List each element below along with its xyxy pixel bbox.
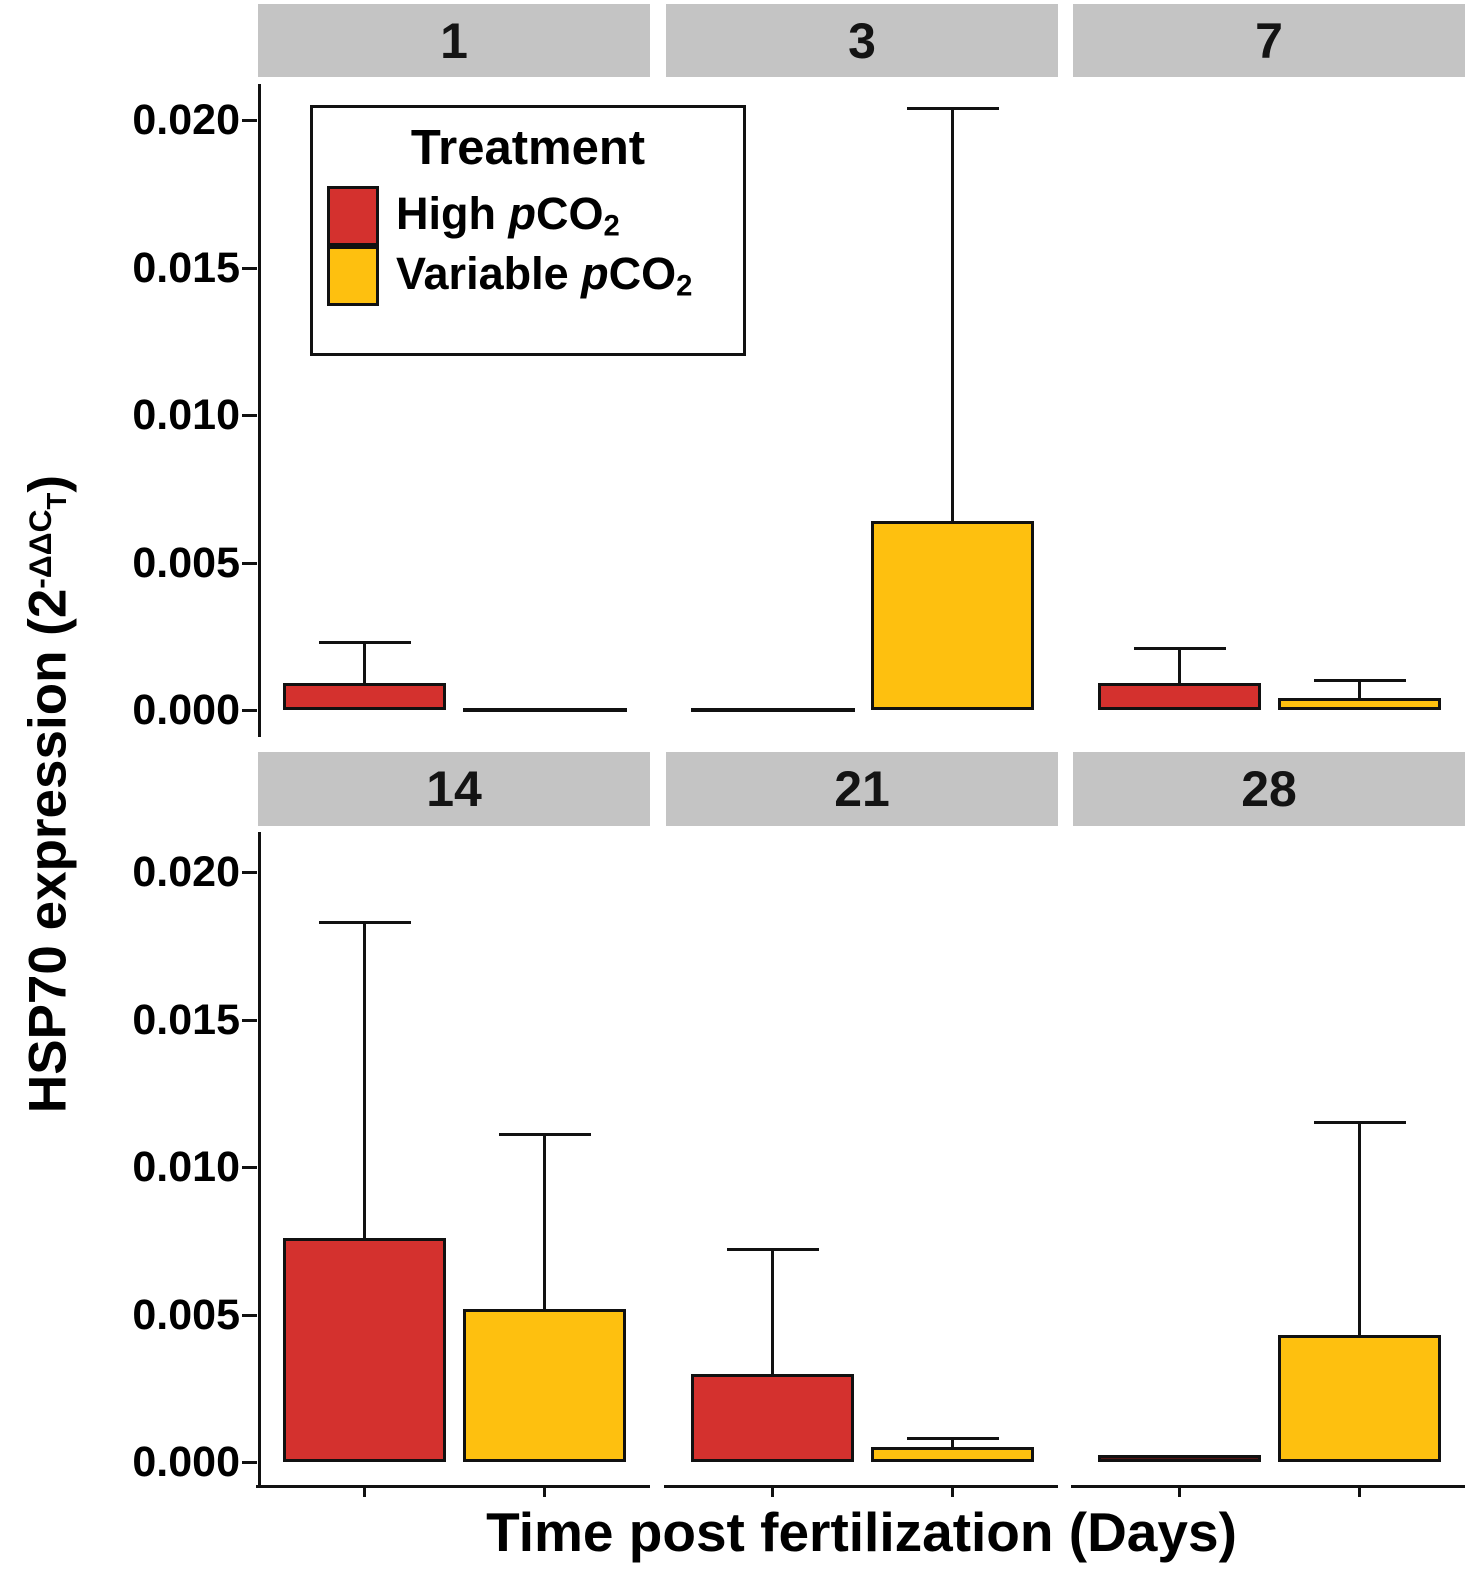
y-axis-tick	[242, 871, 257, 875]
bar-high-pco2	[691, 1373, 854, 1462]
error-bar-cap	[726, 1248, 819, 1252]
y-axis-tick-label: 0.010	[132, 391, 240, 440]
bar-variable-pco2	[463, 1308, 626, 1462]
x-axis-tick	[951, 1488, 954, 1497]
error-bar-cap	[498, 1133, 591, 1137]
error-bar-line	[1358, 680, 1361, 699]
error-bar-line	[363, 922, 366, 1238]
y-axis-tick-label: 0.015	[132, 243, 240, 292]
bar-high-pco2	[1098, 683, 1261, 710]
legend-swatch	[327, 186, 379, 246]
error-bar-line	[951, 108, 954, 522]
y-axis-tick-label: 0.000	[132, 1438, 240, 1486]
bar-variable-pco2-zero	[463, 708, 627, 712]
y-axis-tick	[242, 1313, 257, 1317]
facet-strip: 3	[666, 4, 1058, 77]
bar-high-pco2-zero	[691, 708, 855, 712]
facet-strip: 21	[666, 752, 1058, 826]
error-bar-cap	[1313, 679, 1406, 683]
bar-variable-pco2	[1278, 1335, 1441, 1462]
bar-high-pco2	[283, 683, 446, 710]
error-bar-line	[363, 642, 366, 684]
error-bar-cap	[1313, 1121, 1406, 1125]
facet-panel	[242, 832, 650, 1497]
x-axis-line	[664, 1485, 1058, 1488]
error-bar-line	[771, 1249, 774, 1374]
legend-swatch	[327, 246, 379, 306]
bar-high-pco2	[283, 1237, 446, 1462]
y-axis-line	[258, 84, 261, 737]
y-axis-tick	[242, 1461, 257, 1464]
y-axis-tick	[242, 119, 257, 123]
x-axis-tick	[363, 1488, 366, 1497]
facet-strip: 1	[258, 4, 650, 77]
legend-item: High pCO2	[313, 186, 743, 246]
x-axis-line	[256, 1485, 650, 1488]
facet-strip: 14	[258, 752, 650, 826]
facet-strip: 28	[1073, 752, 1465, 826]
y-axis-tick	[242, 266, 257, 270]
facet-strip-label: 28	[1241, 761, 1297, 817]
y-axis-tick-label: 0.005	[132, 1290, 240, 1339]
legend-items: High pCO2 Variable pCO2	[313, 186, 743, 306]
bar-variable-pco2	[871, 521, 1034, 710]
y-axis-tick	[242, 1018, 257, 1022]
y-axis-tick-label: 0.020	[132, 96, 240, 145]
error-bar-cap	[906, 107, 999, 111]
bar-high-pco2	[1098, 1455, 1261, 1462]
y-axis-tick-label: 0.020	[132, 848, 240, 897]
error-bar-cap	[906, 1436, 999, 1440]
facet-panel	[1073, 84, 1465, 737]
error-bar-line	[543, 1134, 546, 1309]
y-axis-title-subscript: T	[40, 492, 72, 510]
bar-variable-pco2	[871, 1447, 1034, 1462]
y-axis-title-close: )	[18, 474, 78, 493]
y-axis-tick-label: 0.000	[132, 686, 240, 734]
y-axis-tick	[242, 709, 257, 712]
legend-title: Treatment	[410, 121, 646, 175]
legend: Treatment High pCO2 Variable pCO2	[310, 105, 746, 356]
facet-strip-label: 21	[834, 761, 890, 817]
x-axis-tick	[543, 1488, 546, 1497]
facet-panel	[664, 832, 1058, 1497]
y-axis-tick	[242, 414, 257, 418]
facet-strip-label: 1	[440, 12, 468, 69]
facet-strip: 7	[1073, 4, 1465, 77]
y-axis-title: HSP70 expression (2-ΔΔCT)	[8, 142, 77, 1446]
y-axis-tick-label: 0.010	[132, 1143, 240, 1192]
y-axis-tick-label: 0.005	[132, 538, 240, 587]
error-bar-line	[951, 1438, 954, 1448]
facet-strip-label: 14	[426, 761, 482, 817]
error-bar-line	[1358, 1122, 1361, 1336]
error-bar-line	[1178, 648, 1181, 684]
facet-strip-label: 7	[1255, 12, 1283, 69]
legend-item-label: High pCO2	[396, 188, 620, 243]
bar-variable-pco2	[1278, 698, 1441, 710]
y-axis-tick-label: 0.015	[132, 995, 240, 1044]
legend-item-label: Variable pCO2	[396, 248, 693, 303]
x-axis-tick	[771, 1488, 774, 1497]
y-axis-tick	[242, 561, 257, 565]
x-axis-tick	[1358, 1488, 1361, 1497]
error-bar-cap	[318, 640, 411, 644]
error-bar-cap	[318, 921, 411, 925]
x-axis-line	[1071, 1485, 1465, 1488]
facet-panel	[1071, 832, 1465, 1497]
facet-strip-label: 3	[848, 12, 876, 69]
error-bar-cap	[1133, 646, 1226, 650]
x-axis-title: Time post fertilization (Days)	[486, 1501, 1237, 1563]
y-axis-line	[258, 832, 261, 1488]
legend-item: Variable pCO2	[313, 246, 743, 306]
y-axis-tick	[242, 1166, 257, 1170]
y-axis-title-superscript: -ΔΔC	[22, 509, 58, 589]
x-axis-tick	[1178, 1488, 1181, 1497]
